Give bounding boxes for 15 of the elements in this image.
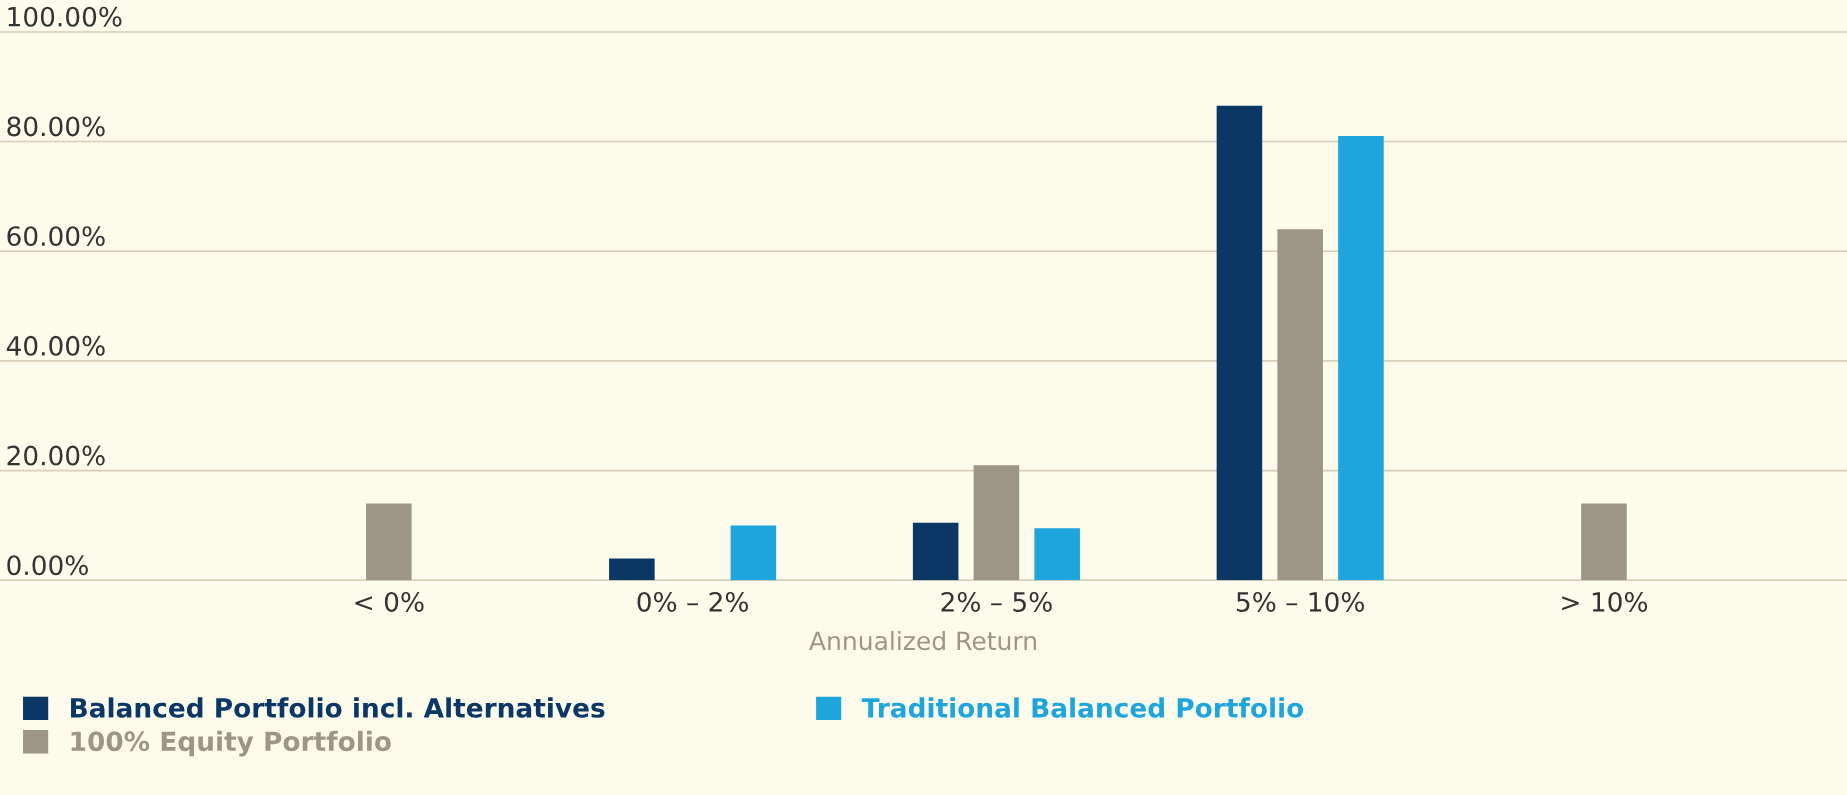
legend-label: Traditional Balanced Portfolio <box>861 697 1304 718</box>
y-tick-label: 0.00% <box>7 555 88 576</box>
y-tick-label: 40.00% <box>6 335 105 356</box>
x-tick-label: 2% – 5% <box>941 591 1052 612</box>
y-tick-label: 60.00% <box>7 226 105 247</box>
x-tick-label: 5% – 10% <box>1236 591 1364 612</box>
x-tick-label: 0% – 2% <box>637 591 749 612</box>
legend-label: Balanced Portfolio incl. Alternatives <box>71 697 605 718</box>
legend-label: 100% Equity Portfolio <box>71 730 391 757</box>
y-tick-label: 80.00% <box>7 116 105 137</box>
x-tick-label: > 10% <box>1562 591 1648 612</box>
x-tick-label: < 0% <box>355 591 424 612</box>
y-tick-label: 20.00% <box>7 445 105 466</box>
y-tick-label: 100.00% <box>8 6 122 27</box>
x-axis-title: Annualized Return <box>809 630 1036 651</box>
